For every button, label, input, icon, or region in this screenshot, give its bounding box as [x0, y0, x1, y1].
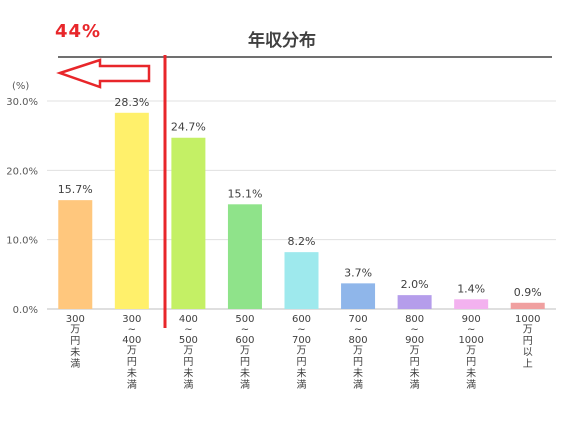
category-label-part: 400: [122, 335, 141, 346]
bar: [227, 204, 262, 309]
category-label-part: 満: [466, 379, 476, 391]
red-arrow-icon: [56, 58, 151, 89]
category-label-part: 未: [183, 368, 193, 380]
category-label-part: 1000: [458, 335, 483, 346]
category-label-part: 満: [127, 379, 137, 391]
data-label: 15.1%: [227, 187, 262, 200]
category-label-part: 未: [127, 368, 137, 380]
category-label-part: 万: [297, 346, 307, 357]
annotation-percentage: 44%: [55, 21, 101, 42]
category-label-part: ~: [297, 325, 305, 336]
category-label-part: 円: [297, 357, 307, 368]
data-labels: 15.7% 28.3% 24.7% 15.1% 8.2% 3.7% 2.0% 1.4% 0.9%: [58, 96, 542, 299]
category-label-part: 1000: [515, 314, 540, 325]
category-label-part: ~: [354, 325, 362, 336]
bar: [341, 283, 376, 309]
category-label-part: 300: [66, 314, 85, 325]
category-label-part: 600: [292, 314, 311, 325]
category-label-part: 300: [122, 314, 141, 325]
category-label-part: 満: [240, 379, 250, 391]
category-label-part: 円: [353, 357, 363, 368]
y-tick-label: 20.0%: [6, 166, 38, 177]
category-label-part: ~: [128, 325, 136, 336]
category-label-part: 円: [410, 357, 420, 368]
category-label-part: 円: [70, 336, 80, 347]
chart-title: 年収分布: [248, 30, 316, 51]
category-label-part: 900: [405, 335, 424, 346]
y-tick-label: 10.0%: [6, 236, 38, 247]
category-label-part: 万: [70, 325, 80, 336]
category-label-part: 満: [410, 379, 420, 391]
bar: [114, 112, 149, 309]
category-label-part: 満: [353, 379, 363, 391]
category-label-part: 万: [466, 346, 476, 357]
category-label-part: 900: [462, 314, 481, 325]
data-label: 0.9%: [514, 286, 542, 299]
category-label-part: ~: [467, 325, 475, 336]
category-label-part: ~: [184, 325, 192, 336]
bar: [454, 299, 489, 309]
category-label-part: 未: [240, 368, 250, 380]
category-label-part: 万: [523, 325, 533, 336]
category-label-part: 満: [183, 379, 193, 391]
category-label-part: 円: [127, 357, 137, 368]
bar: [397, 295, 432, 309]
data-label: 2.0%: [401, 278, 429, 291]
category-label-part: 未: [466, 368, 476, 380]
category-label-part: 未: [297, 368, 307, 380]
category-label-part: 万: [240, 346, 250, 357]
category-label-part: 未: [70, 347, 80, 359]
data-label: 3.7%: [344, 266, 372, 279]
y-axis-unit-label: (%): [12, 81, 29, 92]
category-label-part: 万: [353, 346, 363, 357]
category-label-part: 700: [292, 335, 311, 346]
category-label-part: 満: [70, 358, 80, 370]
category-label-part: 円: [523, 336, 533, 347]
y-tick-label: 30.0%: [6, 97, 38, 108]
bar: [171, 137, 206, 309]
category-label-part: 円: [183, 357, 193, 368]
data-label: 28.3%: [114, 96, 149, 109]
category-label-part: 500: [179, 335, 198, 346]
category-label-part: 上: [523, 358, 533, 370]
category-label-part: 万: [127, 346, 137, 357]
category-labels: 300万円未満300~400万円未満400~500万円未満500~600万円未満…: [66, 314, 541, 391]
category-label-part: 800: [405, 314, 424, 325]
category-label-part: 以: [523, 348, 533, 359]
category-label-part: 未: [410, 368, 420, 380]
data-label: 8.2%: [288, 235, 316, 248]
data-label: 24.7%: [171, 121, 206, 134]
category-label-part: 700: [349, 314, 368, 325]
data-label: 1.4%: [457, 282, 485, 295]
bar: [58, 200, 93, 309]
category-label-part: 円: [240, 357, 250, 368]
category-label-part: ~: [410, 325, 418, 336]
y-tick-label: 0.0%: [13, 305, 38, 316]
category-label-part: 円: [466, 357, 476, 368]
category-label-part: 600: [235, 335, 254, 346]
category-label-part: ~: [241, 325, 249, 336]
category-label-part: 万: [410, 346, 420, 357]
y-axis-ticks: 0.0% 10.0% 20.0% 30.0%: [6, 97, 38, 316]
category-label-part: 万: [183, 346, 193, 357]
category-label-part: 満: [297, 379, 307, 391]
bars: [58, 112, 545, 309]
category-label-part: 400: [179, 314, 198, 325]
data-label: 15.7%: [58, 183, 93, 196]
category-label-part: 未: [353, 368, 363, 380]
bar: [284, 252, 319, 309]
category-label-part: 500: [235, 314, 254, 325]
bar: [510, 302, 545, 309]
category-label-part: 800: [349, 335, 368, 346]
